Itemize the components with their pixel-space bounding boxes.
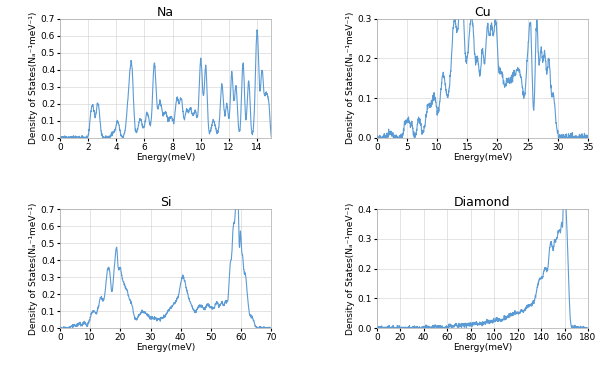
- X-axis label: Energy(meV): Energy(meV): [453, 344, 512, 352]
- Y-axis label: Density of States(Nₐ⁻¹meV⁻¹): Density of States(Nₐ⁻¹meV⁻¹): [346, 203, 355, 335]
- Title: Diamond: Diamond: [454, 196, 511, 209]
- Y-axis label: Density of States(Nₐ⁻¹meV⁻¹): Density of States(Nₐ⁻¹meV⁻¹): [346, 12, 355, 144]
- X-axis label: Energy(meV): Energy(meV): [136, 153, 195, 162]
- X-axis label: Energy(meV): Energy(meV): [453, 153, 512, 162]
- Title: Cu: Cu: [474, 6, 491, 19]
- Title: Na: Na: [157, 6, 174, 19]
- X-axis label: Energy(meV): Energy(meV): [136, 344, 195, 352]
- Title: Si: Si: [160, 196, 172, 209]
- Y-axis label: Density of States(Nₐ⁻¹meV⁻¹): Density of States(Nₐ⁻¹meV⁻¹): [29, 203, 38, 335]
- Y-axis label: Density of States(Nₐ⁻¹meV⁻¹): Density of States(Nₐ⁻¹meV⁻¹): [29, 12, 38, 144]
